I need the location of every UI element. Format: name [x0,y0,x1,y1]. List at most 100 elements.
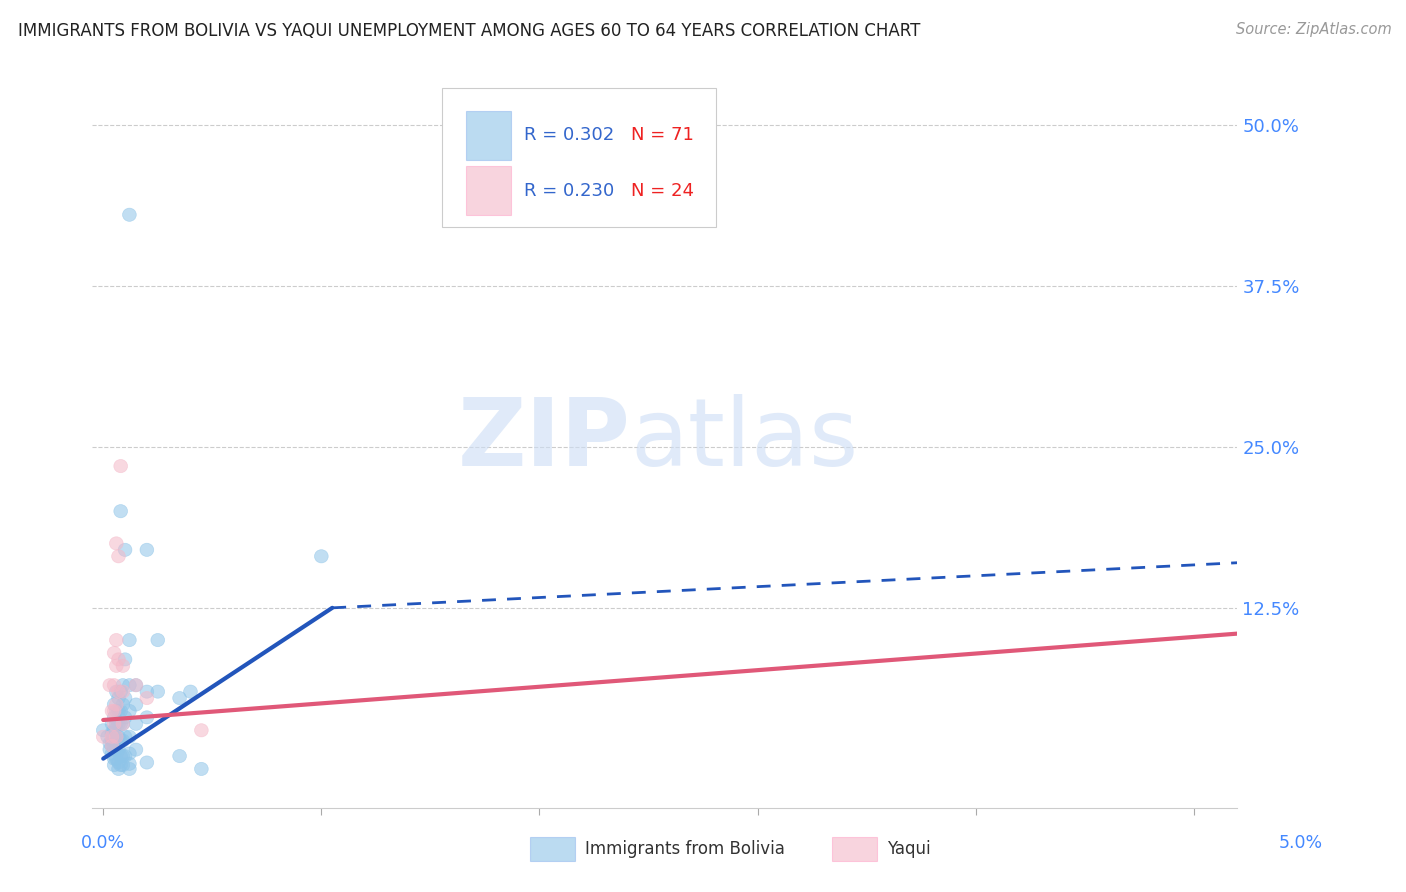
Ellipse shape [105,726,120,739]
Ellipse shape [173,691,187,705]
Text: Source: ZipAtlas.com: Source: ZipAtlas.com [1236,22,1392,37]
Ellipse shape [101,731,114,743]
Ellipse shape [110,752,124,765]
Ellipse shape [122,763,136,775]
Ellipse shape [114,459,128,473]
Text: 5.0%: 5.0% [1278,834,1323,852]
Text: 0.0%: 0.0% [80,834,125,852]
Ellipse shape [115,717,129,731]
Ellipse shape [105,705,120,717]
Ellipse shape [111,549,125,563]
Ellipse shape [110,717,124,731]
Ellipse shape [118,749,132,763]
Text: R = 0.230: R = 0.230 [524,181,614,200]
Ellipse shape [150,685,165,698]
Ellipse shape [111,763,125,775]
Ellipse shape [118,653,132,666]
Ellipse shape [129,743,143,756]
Text: IMMIGRANTS FROM BOLIVIA VS YAQUI UNEMPLOYMENT AMONG AGES 60 TO 64 YEARS CORRELAT: IMMIGRANTS FROM BOLIVIA VS YAQUI UNEMPLO… [18,22,921,40]
Ellipse shape [110,731,124,743]
Text: R = 0.302: R = 0.302 [524,127,614,145]
Ellipse shape [141,711,153,724]
Ellipse shape [173,749,187,763]
Ellipse shape [122,208,136,221]
Ellipse shape [107,743,121,756]
Ellipse shape [105,747,120,760]
Ellipse shape [315,549,328,563]
Ellipse shape [105,739,120,752]
Ellipse shape [141,756,153,769]
Ellipse shape [118,543,132,557]
Ellipse shape [115,758,129,772]
Ellipse shape [105,739,120,752]
Ellipse shape [122,633,136,647]
Ellipse shape [141,691,153,705]
Ellipse shape [115,679,129,692]
Ellipse shape [107,734,121,747]
Ellipse shape [111,717,125,731]
Ellipse shape [105,731,120,743]
Ellipse shape [105,734,120,747]
Ellipse shape [141,543,153,557]
Ellipse shape [122,757,136,771]
Text: N = 24: N = 24 [630,181,693,200]
Ellipse shape [110,705,124,717]
Ellipse shape [122,705,136,717]
Ellipse shape [114,505,128,517]
Ellipse shape [141,685,153,698]
Ellipse shape [118,711,132,724]
Ellipse shape [107,752,121,765]
Ellipse shape [110,698,124,711]
Ellipse shape [122,731,136,743]
Ellipse shape [103,679,117,692]
Ellipse shape [107,758,121,772]
Ellipse shape [107,711,121,724]
Ellipse shape [184,685,197,698]
Ellipse shape [115,717,129,731]
Ellipse shape [110,633,124,647]
Ellipse shape [194,763,208,775]
Ellipse shape [115,685,129,698]
Ellipse shape [114,717,128,731]
FancyBboxPatch shape [465,166,512,215]
Ellipse shape [114,749,128,763]
Ellipse shape [129,679,143,692]
Ellipse shape [111,731,125,743]
Ellipse shape [105,717,120,731]
Ellipse shape [122,747,136,760]
Ellipse shape [97,731,110,743]
Ellipse shape [110,743,124,756]
Ellipse shape [111,685,125,698]
Ellipse shape [111,756,125,769]
Ellipse shape [150,633,165,647]
Text: ZIP: ZIP [457,394,630,486]
Ellipse shape [110,731,124,743]
Ellipse shape [114,734,128,747]
Ellipse shape [114,758,128,772]
Ellipse shape [111,743,125,756]
Ellipse shape [129,717,143,731]
Ellipse shape [107,647,121,659]
FancyBboxPatch shape [465,111,512,160]
Ellipse shape [194,723,208,737]
Ellipse shape [107,717,121,731]
Ellipse shape [111,653,125,666]
Text: Immigrants from Bolivia: Immigrants from Bolivia [585,840,785,858]
Text: N = 71: N = 71 [630,127,693,145]
Ellipse shape [115,698,129,711]
Ellipse shape [110,537,124,550]
Ellipse shape [107,698,121,711]
Ellipse shape [115,659,129,673]
Ellipse shape [118,691,132,705]
Ellipse shape [97,723,110,737]
Ellipse shape [115,734,129,747]
Ellipse shape [111,705,125,717]
Ellipse shape [129,679,143,692]
Ellipse shape [118,731,132,743]
Ellipse shape [107,705,121,717]
Ellipse shape [115,749,129,763]
Ellipse shape [110,659,124,673]
FancyBboxPatch shape [441,87,717,227]
Text: atlas: atlas [630,394,859,486]
Ellipse shape [122,679,136,692]
